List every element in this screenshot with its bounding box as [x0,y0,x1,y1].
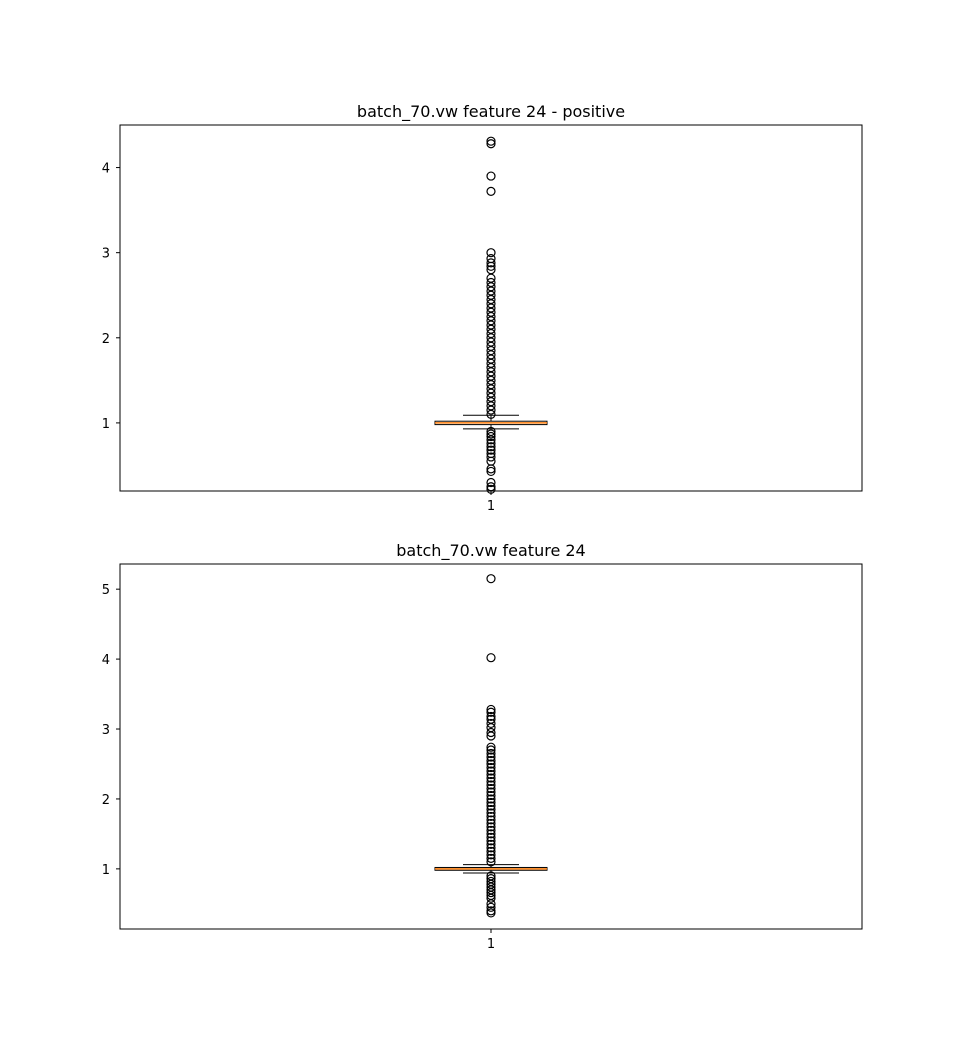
outlier-point [486,811,496,822]
outlier-point [486,752,496,762]
x-tick-label: 1 [487,937,495,952]
outlier-point [486,804,496,815]
outlier-point [486,773,496,783]
y-tick-label: 1 [102,417,110,432]
y-tick-label: 3 [102,247,110,262]
outlier-point [486,836,496,846]
outlier-point [486,857,496,867]
outlier-point [486,908,496,918]
plot-area-bottom: 1 2 3 4 5 1 [102,563,863,952]
outlier-point [486,822,496,832]
outlier-point [486,843,496,853]
outlier-point [486,258,496,268]
outlier-point [486,790,496,801]
outlier-point [486,759,496,769]
outlier-point [486,464,496,474]
outlier-point [486,653,496,663]
outlier-point [486,832,496,843]
outlier-point [486,762,496,773]
outlier-point [486,727,496,738]
outlier-point [486,893,496,903]
outlier-point [486,707,496,717]
outlier-point [486,445,496,455]
outlier-point [486,248,496,258]
outlier-point [486,186,496,196]
outlier-point [486,825,496,836]
outlier-point [486,766,496,776]
outlier-point [486,405,496,415]
outlier-point [486,136,496,146]
plot-area-top: 1 2 3 4 1 [102,124,863,514]
outlier-point [486,850,496,860]
outlier-point [486,171,496,181]
y-tick-label: 5 [102,583,110,598]
y-tick-label: 4 [102,653,110,668]
outlier-point [486,718,496,729]
outlier-point [486,829,496,839]
outlier-point [486,477,496,488]
outlier-point [486,745,496,755]
outlier-point [486,484,496,494]
y-tick-label: 2 [102,332,110,347]
chart-title-bottom: batch_70.vw feature 24 [396,541,585,561]
outlier-point [486,466,496,477]
outlier-point [486,801,496,811]
outlier-point [486,780,496,790]
outlier-point [486,902,496,912]
outlier-point [486,742,496,752]
outlier-point [486,888,496,898]
outlier-point [486,435,496,445]
subplot-top: batch_70.vw feature 24 - positive 1 2 3 4 1 [102,102,863,514]
outlier-point [486,482,496,492]
outlier-point [486,815,496,825]
chart-title-top: batch_70.vw feature 24 - positive [357,102,625,122]
y-tick-label: 3 [102,723,110,738]
outlier-point [486,818,496,829]
outlier-point [486,839,496,849]
outlier-point [486,853,496,863]
outlier-point [486,452,496,462]
outlier-point [486,748,496,759]
outlier-point [486,769,496,780]
outlier-point [486,574,496,584]
outlier-point [486,797,496,808]
outlier-point [486,899,496,909]
outlier-point [486,438,496,448]
outlier-point [486,429,496,439]
subplot-bottom: batch_70.vw feature 24 1 2 3 4 5 1 [102,541,863,952]
outlier-point [486,409,496,419]
outlier-point [486,442,496,452]
outlier-point [486,794,496,804]
outlier-point [486,787,496,797]
outlier-point [486,783,496,794]
outlier-point [486,261,496,271]
outlier-point [486,808,496,818]
outlier-point [486,139,496,149]
outlier-point [486,731,496,741]
outlier-point [486,431,496,442]
y-tick-label: 1 [102,863,110,878]
outlier-point [486,711,496,722]
outlier-point [486,755,496,766]
outlier-point [486,776,496,787]
outlier-point [486,704,496,715]
x-tick-label: 1 [487,499,495,514]
y-tick-label: 2 [102,793,110,808]
outlier-point [486,846,496,856]
y-tick-label: 4 [102,162,110,177]
